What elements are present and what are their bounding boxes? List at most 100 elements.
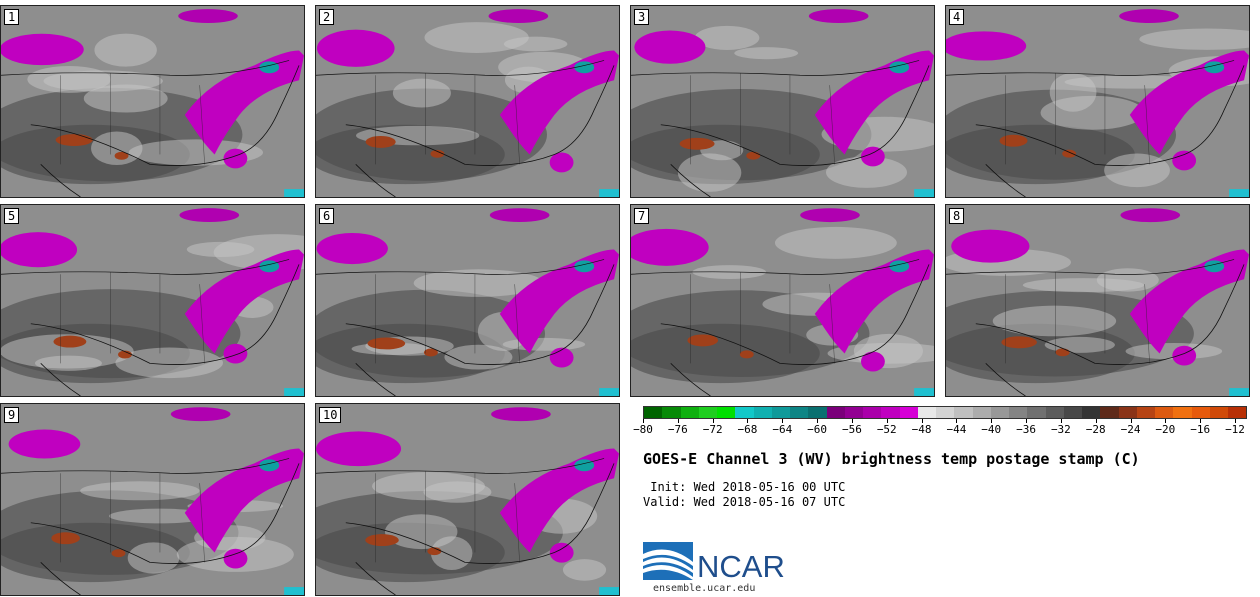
colorbar-tick xyxy=(1060,419,1062,423)
colorbar-tick-label: −80 xyxy=(633,423,653,436)
init-time: Init: Wed 2018-05-16 00 UTC xyxy=(643,480,846,494)
member-number: 6 xyxy=(319,208,335,224)
colorbar-segment xyxy=(1136,407,1155,418)
colorbar-segment xyxy=(771,407,790,418)
satellite-map-image xyxy=(316,6,619,197)
member-number: 10 xyxy=(319,407,342,423)
colorbar-tick-label: −48 xyxy=(911,423,932,436)
colorbar-tick xyxy=(643,419,644,423)
postage-stamp-panel: 6 xyxy=(315,204,620,397)
colorbar-segment xyxy=(1118,407,1137,418)
colorbar-tick xyxy=(712,419,714,423)
valid-time: Valid: Wed 2018-05-16 07 UTC xyxy=(643,495,846,509)
colorbar-tick xyxy=(1165,419,1167,423)
colorbar-segment xyxy=(936,407,955,418)
colorbar-tick xyxy=(921,419,923,423)
colorbar-segment xyxy=(1045,407,1064,418)
colorbar-tick-label: −20 xyxy=(1155,423,1176,436)
ncar-logo-icon xyxy=(643,542,693,580)
colorbar-tick-label: −76 xyxy=(667,423,688,436)
member-number: 8 xyxy=(949,208,965,224)
member-number: 9 xyxy=(4,407,20,423)
satellite-map-image xyxy=(631,205,934,396)
colorbar-segment xyxy=(1155,407,1174,418)
colorbar-segment xyxy=(735,407,754,418)
postage-stamp-panel: 5 xyxy=(0,204,305,397)
colorbar-tick-label: −24 xyxy=(1120,423,1141,436)
satellite-map-image xyxy=(1,205,304,396)
colorbar-tick xyxy=(782,419,784,423)
colorbar-segment xyxy=(881,407,900,418)
colorbar-segment xyxy=(717,407,736,418)
postage-stamp-panel: 9 xyxy=(0,403,305,596)
colorbar-segment xyxy=(680,407,699,418)
colorbar xyxy=(643,406,1247,419)
colorbar-segment xyxy=(698,407,717,418)
colorbar-tick xyxy=(991,419,993,423)
colorbar-tick-label: −28 xyxy=(1085,423,1106,436)
colorbar-tick-label: −32 xyxy=(1050,423,1071,436)
colorbar-segment xyxy=(844,407,863,418)
colorbar-segment xyxy=(954,407,973,418)
colorbar-segment xyxy=(1082,407,1101,418)
satellite-map-image xyxy=(316,404,619,595)
colorbar-segment xyxy=(826,407,845,418)
colorbar-tick-label: −56 xyxy=(842,423,862,436)
colorbar-tick-label: −52 xyxy=(876,423,897,436)
colorbar-tick-label: −68 xyxy=(737,423,758,436)
colorbar-tick xyxy=(1200,419,1202,423)
colorbar-segment xyxy=(899,407,918,418)
colorbar-segment xyxy=(753,407,772,418)
colorbar-segment xyxy=(1228,407,1247,418)
postage-stamp-panel: 7 xyxy=(630,204,935,397)
colorbar-ticks: −80 −76 −72 −68 −64 −60 −56 −52 −48 −44 −40 −36 −32 −… xyxy=(633,419,1247,441)
colorbar-segment xyxy=(1027,407,1046,418)
colorbar-tick-label: −60 xyxy=(807,423,828,436)
colorbar-tick xyxy=(886,419,888,423)
colorbar-segment xyxy=(1063,407,1082,418)
colorbar-segment xyxy=(662,407,681,418)
colorbar-tick-label: −72 xyxy=(702,423,723,436)
postage-stamp-panel: 1 xyxy=(0,5,305,198)
colorbar-segment xyxy=(863,407,882,418)
colorbar-tick-label: −16 xyxy=(1190,423,1211,436)
site-url: ensemble.ucar.edu xyxy=(653,583,756,594)
colorbar-tick xyxy=(677,419,679,423)
colorbar-segment xyxy=(1009,407,1028,418)
colorbar-segment xyxy=(990,407,1009,418)
colorbar-segment xyxy=(972,407,991,418)
figure-title: GOES-E Channel 3 (WV) brightness temp po… xyxy=(643,450,1140,468)
postage-stamp-panel: 8 xyxy=(945,204,1250,397)
member-number: 7 xyxy=(634,208,650,224)
satellite-map-image xyxy=(946,205,1249,396)
postage-stamp-panel: 2 xyxy=(315,5,620,198)
member-number: 5 xyxy=(4,208,20,224)
member-number: 1 xyxy=(4,9,20,25)
satellite-map-image xyxy=(1,6,304,197)
colorbar-tick-label: −44 xyxy=(946,423,967,436)
postage-stamp-panel: 3 xyxy=(630,5,935,198)
colorbar-tick-label: −36 xyxy=(1016,423,1036,436)
colorbar-segment xyxy=(1209,407,1228,418)
postage-stamp-panel: 10 xyxy=(315,403,620,596)
member-number: 3 xyxy=(634,9,650,25)
colorbar-segment xyxy=(917,407,936,418)
colorbar-tick xyxy=(817,419,819,423)
member-number: 4 xyxy=(949,9,965,25)
colorbar-tick xyxy=(851,419,853,423)
colorbar-segment xyxy=(790,407,809,418)
satellite-map-image xyxy=(1,404,304,595)
colorbar-tick-label: −12 xyxy=(1225,423,1245,436)
colorbar-segment xyxy=(644,407,663,418)
logo-wordmark: NCAR xyxy=(697,549,785,584)
satellite-map-image xyxy=(316,205,619,396)
colorbar-tick-label: −64 xyxy=(772,423,793,436)
colorbar-tick xyxy=(1026,419,1028,423)
colorbar-tick xyxy=(1095,419,1097,423)
colorbar-tick xyxy=(1235,419,1236,423)
colorbar-tick-label: −40 xyxy=(981,423,1002,436)
colorbar-segment xyxy=(808,407,827,418)
satellite-map-image xyxy=(946,6,1249,197)
colorbar-tick xyxy=(747,419,749,423)
satellite-map-image xyxy=(631,6,934,197)
